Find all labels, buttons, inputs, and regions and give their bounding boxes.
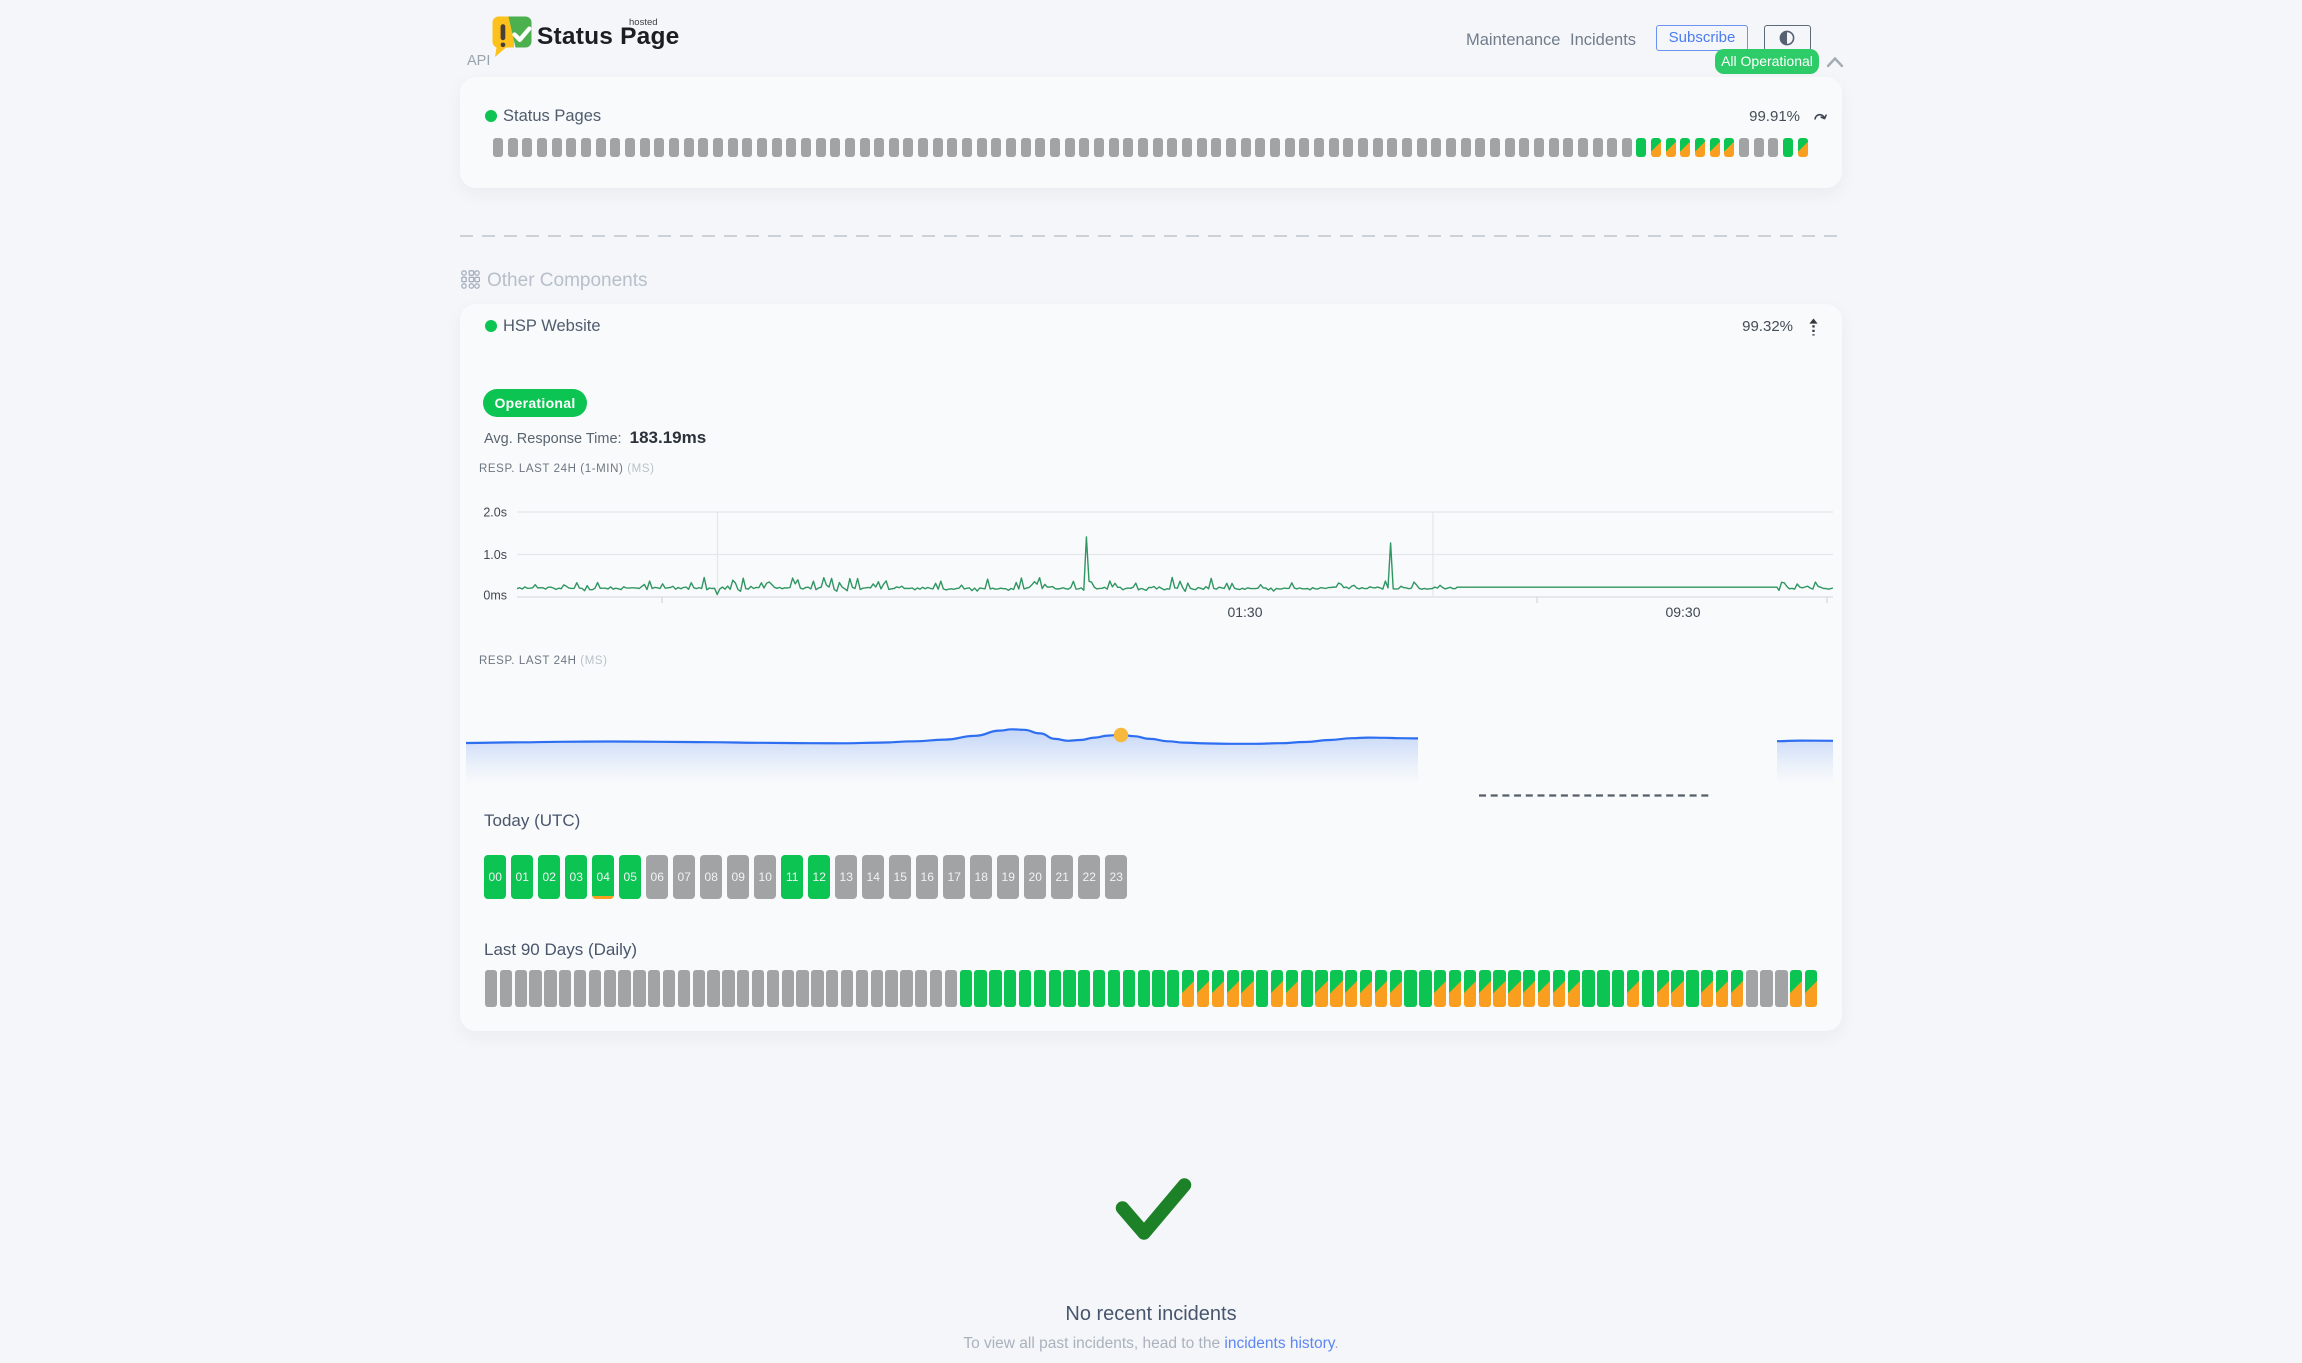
- svg-text:09:30: 09:30: [1665, 604, 1700, 620]
- svg-text:01:30: 01:30: [1227, 604, 1262, 620]
- svg-text:2.0s: 2.0s: [483, 506, 507, 520]
- svg-text:1.0s: 1.0s: [483, 548, 507, 562]
- svg-text:0ms: 0ms: [483, 589, 507, 603]
